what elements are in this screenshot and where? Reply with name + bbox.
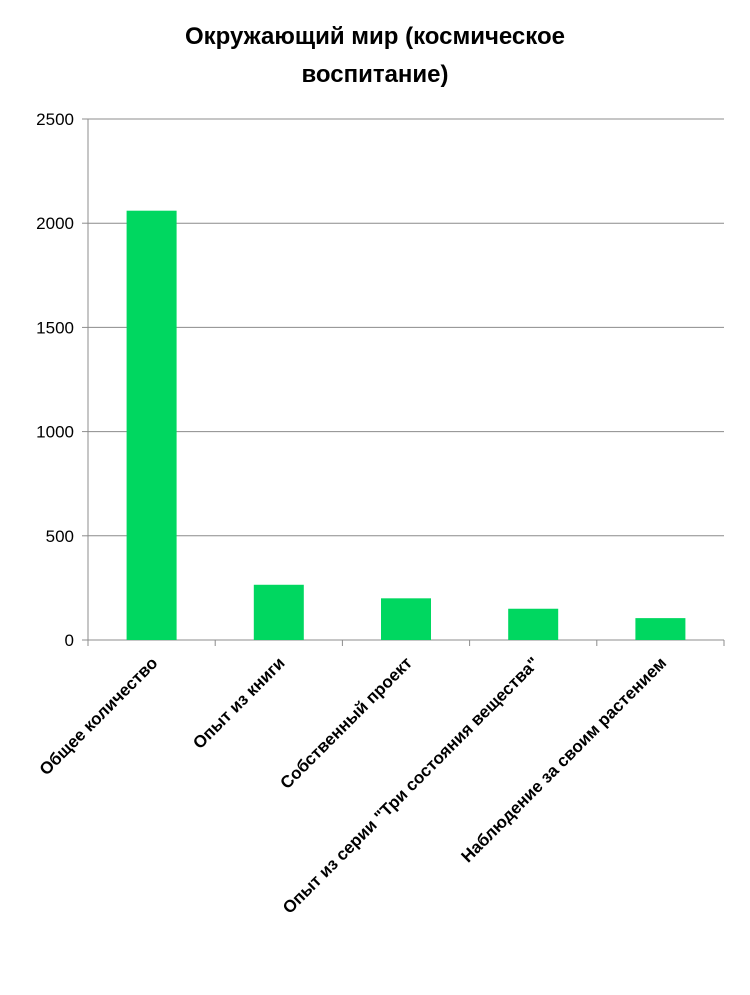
y-tick-labels: 0 500 1000 1500 2000 2500 bbox=[36, 110, 74, 650]
x-category-label-1: Общее количество bbox=[36, 653, 162, 779]
bar-5 bbox=[635, 618, 686, 640]
chart-title: Окружающий мир (космическое воспитание) bbox=[75, 18, 675, 94]
y-tick-label-2500: 2500 bbox=[36, 110, 74, 129]
bars bbox=[126, 210, 686, 641]
y-tick-label-0: 0 bbox=[65, 631, 74, 650]
x-category-label-3: Собственный проект bbox=[277, 653, 416, 792]
chart-title-line-1: Окружающий мир (космическое bbox=[185, 23, 565, 50]
x-category-labels: Общее количество Опыт из книгиСобственный… bbox=[36, 653, 670, 917]
x-category-label-4: Опыт из серии "Три состояния вещества" bbox=[279, 653, 543, 917]
x-category-label-2: Опыт из книги bbox=[189, 653, 288, 752]
gridlines bbox=[88, 118, 724, 537]
bar-3 bbox=[381, 598, 431, 640]
chart-title-line-2: воспитание) bbox=[301, 61, 449, 88]
bar-4 bbox=[508, 608, 559, 640]
bar-1 bbox=[126, 210, 177, 641]
y-tick-label-500: 500 bbox=[46, 527, 74, 546]
y-tick-label-1000: 1000 bbox=[36, 423, 74, 442]
x-category-label-5: Наблюдение за своим растением bbox=[457, 653, 670, 866]
y-tick-label-2000: 2000 bbox=[36, 214, 74, 233]
y-tick-label-1500: 1500 bbox=[36, 318, 74, 337]
axes bbox=[82, 118, 725, 646]
bar-2 bbox=[253, 584, 304, 640]
